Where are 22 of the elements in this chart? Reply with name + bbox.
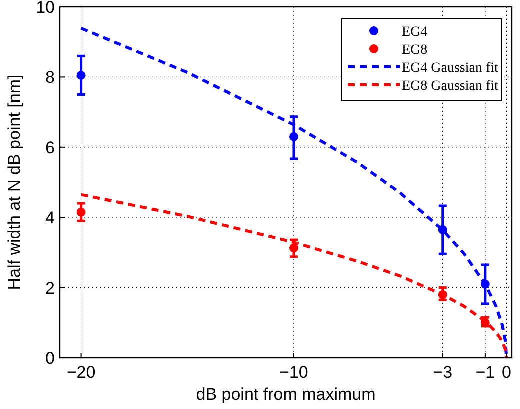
x-tick-label: −10 — [280, 363, 308, 382]
x-tick-label: −1 — [476, 363, 496, 382]
point — [289, 132, 298, 142]
legend-label: EG8 Gaussian fit — [402, 79, 499, 94]
x-axis-title: dB point from maximum — [196, 385, 376, 404]
point — [76, 70, 86, 80]
legend-label: EG4 — [402, 25, 428, 40]
legend-label: EG4 Gaussian fit — [402, 61, 499, 76]
point — [289, 244, 298, 253]
line-series — [80, 193, 508, 360]
x-tick-label: 0 — [502, 363, 512, 382]
point — [76, 208, 86, 217]
x-tick-label: −3 — [433, 363, 453, 382]
y-axis-title: Half width at N dB point [nm] — [5, 74, 24, 290]
y-tick-label: 2 — [46, 278, 55, 298]
y-tick-label: 10 — [36, 0, 55, 17]
y-tick-label: 4 — [46, 208, 55, 228]
y-tick-label: 6 — [46, 138, 55, 158]
x-tick-label: −20 — [66, 363, 96, 382]
legend-label: EG8 — [402, 43, 428, 58]
y-tick-label: 0 — [46, 349, 55, 368]
y-tick-label: 8 — [46, 68, 55, 88]
